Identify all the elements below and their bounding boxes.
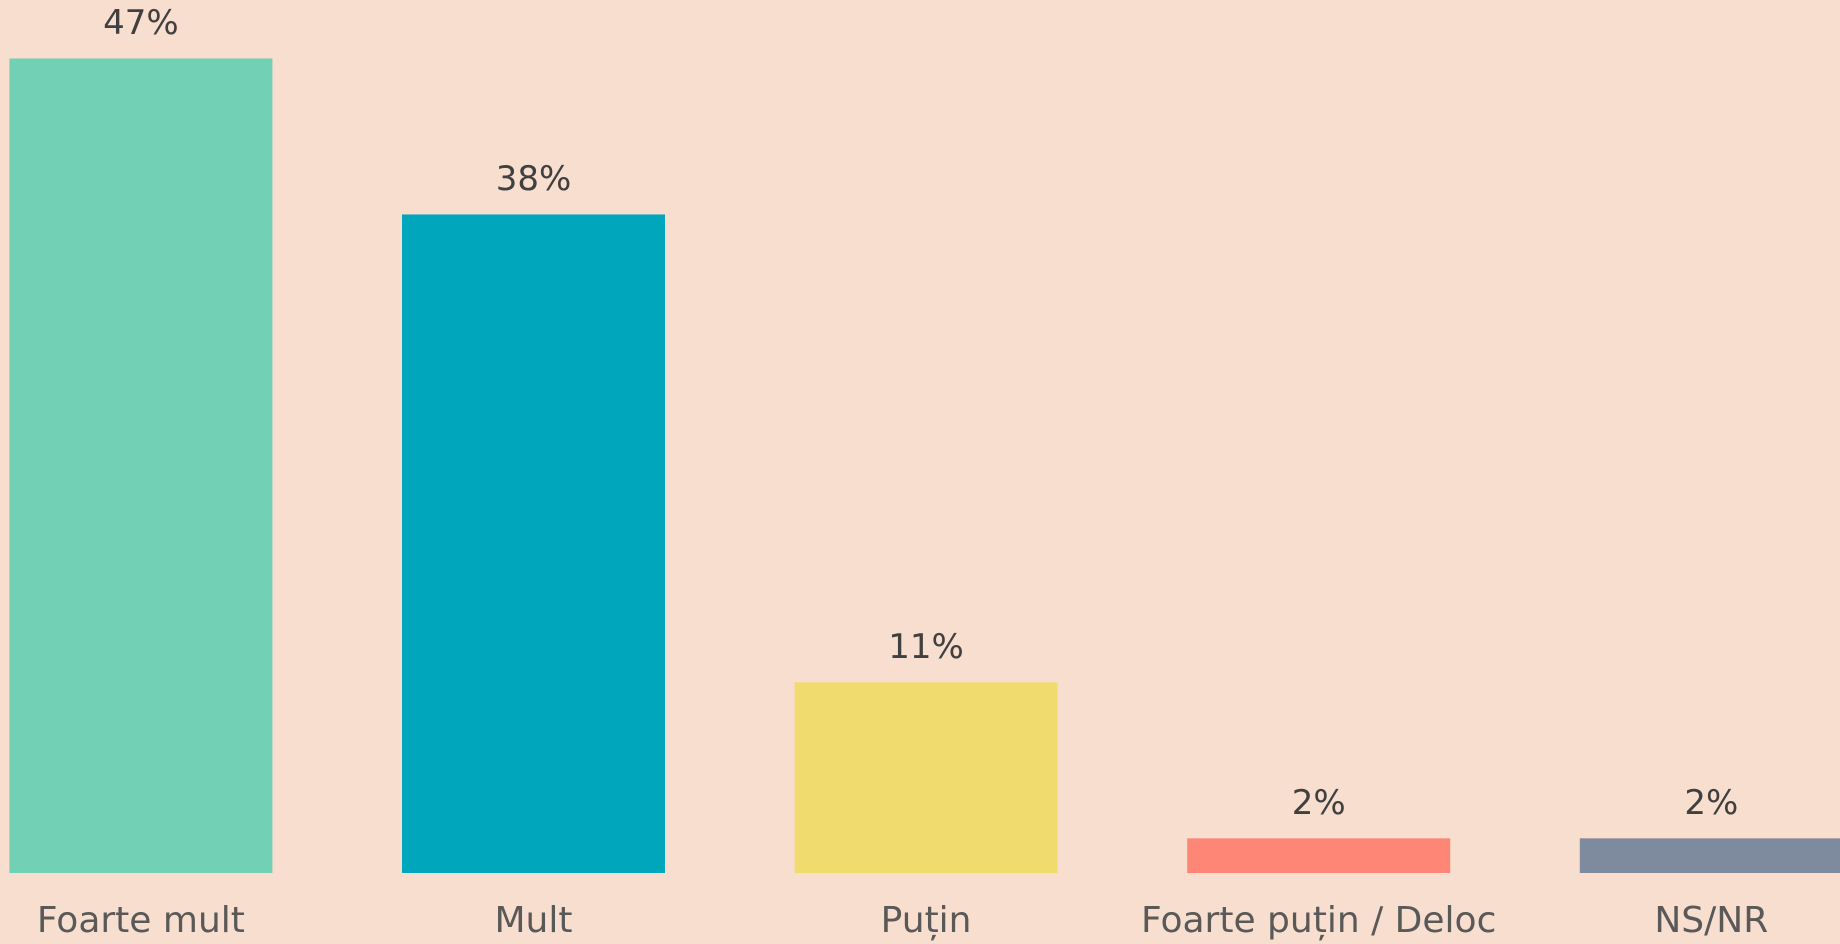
x-tick-label: Puțin — [881, 900, 972, 941]
bar — [9, 58, 273, 874]
bar — [1187, 838, 1451, 873]
value-label: 11% — [888, 627, 964, 667]
x-tick-label: Mult — [495, 900, 573, 941]
x-tick-label: Foarte mult — [37, 900, 245, 941]
bar — [1579, 838, 1840, 873]
value-label: 2% — [1684, 783, 1738, 823]
x-tick-label: NS/NR — [1654, 900, 1768, 941]
value-label: 2% — [1292, 783, 1346, 823]
value-label: 38% — [496, 159, 572, 199]
x-tick-label: Foarte puțin / Deloc — [1141, 900, 1496, 941]
bar — [402, 214, 665, 873]
value-label: 47% — [103, 3, 179, 43]
bar — [794, 682, 1058, 873]
